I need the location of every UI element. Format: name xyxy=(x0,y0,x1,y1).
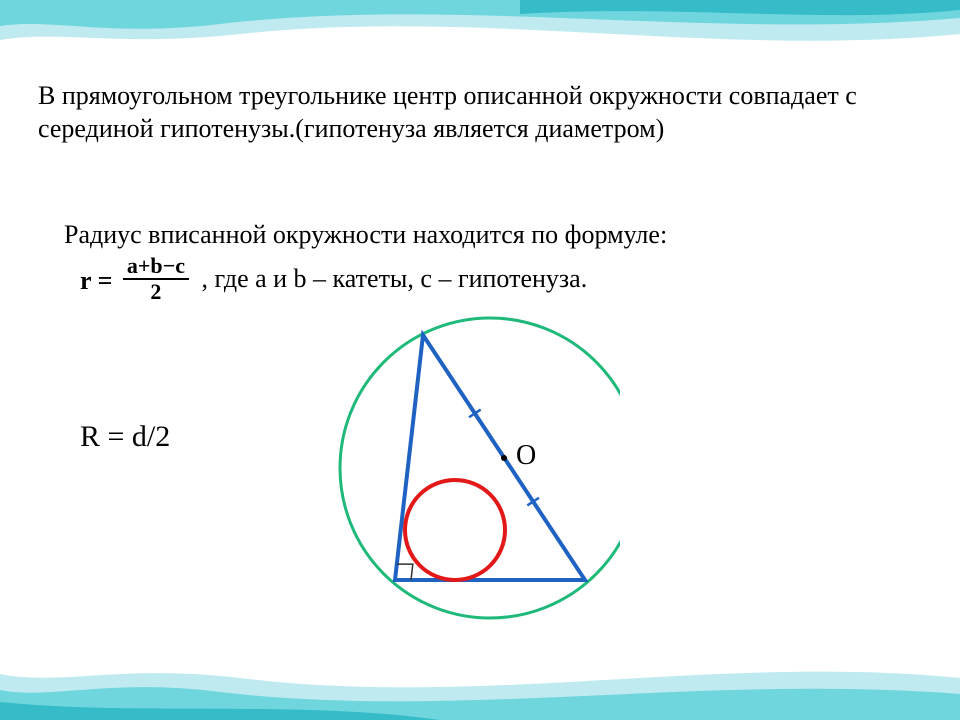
circumradius-formula: R = d/2 xyxy=(80,420,170,454)
diagram-container: O xyxy=(280,300,620,645)
geometry-diagram xyxy=(280,300,620,640)
paragraph-circumcircle: В прямоугольном треугольнике центр описа… xyxy=(38,80,918,145)
paragraph-inscribed: Радиус вписанной окружности находится по… xyxy=(64,220,924,250)
formula-desc: , где a и b – катеты, с – гипотенуза. xyxy=(201,264,587,293)
formula-denominator: 2 xyxy=(123,280,189,304)
formula-numerator: a+b−c xyxy=(123,254,189,280)
formula-lhs: r = xyxy=(80,266,112,296)
slide: В прямоугольном треугольнике центр описа… xyxy=(0,0,960,720)
center-label: O xyxy=(516,440,536,472)
formula-row: r = a+b−c 2 , где a и b – катеты, с – ги… xyxy=(80,256,940,306)
formula-fraction: a+b−c 2 xyxy=(123,254,189,304)
